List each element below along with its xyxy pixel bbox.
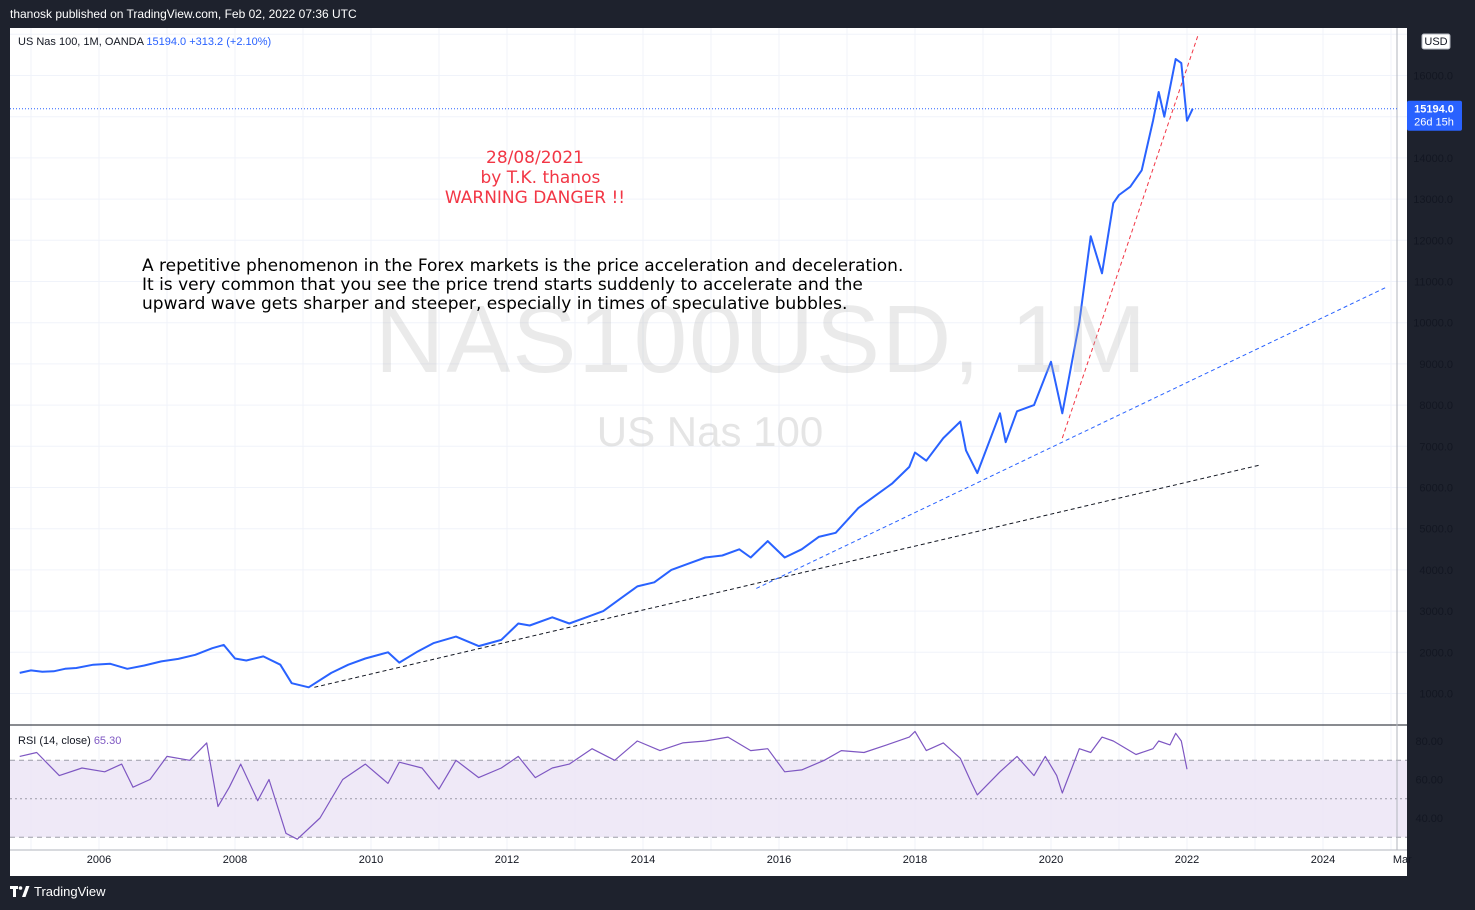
rsi-tick-label: 80.00: [1415, 736, 1443, 748]
rsi-tick-label: 60.00: [1415, 775, 1443, 787]
price-tag: [1407, 100, 1462, 131]
price-series-line: [19, 58, 1194, 689]
time-tick-label: 2018: [903, 854, 927, 866]
warning-line: WARNING DANGER !!: [444, 188, 626, 208]
price-tag-countdown: 26d 15h: [1414, 117, 1454, 129]
watermark-name: US Nas 100: [596, 408, 824, 455]
rsi-value: 65.30: [93, 735, 122, 747]
legend-change: +313.2 (+2.10%): [189, 36, 272, 48]
black-trendline[interactable]: [314, 464, 1261, 688]
red-trendline[interactable]: [1159, 731, 1199, 746]
red-trendline[interactable]: [1061, 34, 1199, 439]
price-tick-label: 2000.0: [1419, 647, 1453, 659]
price-tick-label: 1000.0: [1419, 689, 1453, 701]
annotation-line: upward wave gets sharper and steeper, es…: [142, 294, 848, 314]
price-tick-label: 3000.0: [1419, 606, 1453, 618]
legend-last: 15194.0: [146, 36, 187, 48]
bottom-bar: TradingView: [0, 876, 1475, 910]
warning-annotation[interactable]: 28/08/2021 by T.K. thanos WARNING DANGER…: [400, 148, 670, 208]
rsi-band: [10, 759, 1407, 838]
warning-line: by T.K. thanos: [469, 168, 601, 188]
rsi-legend[interactable]: RSI (14, close) 65.30: [18, 735, 121, 747]
price-tick-label: 14000.0: [1413, 153, 1453, 165]
main-legend[interactable]: US Nas 100, 1M, OANDA 15194.0 +313.2 (+2…: [18, 36, 271, 48]
warning-line: 28/08/2021: [486, 148, 584, 168]
price-tick-label: 5000.0: [1419, 524, 1453, 536]
watermark-ticker: NAS100USD, 1M: [375, 286, 1148, 393]
time-tick-label: 2024: [1311, 854, 1335, 866]
price-tick-label: 12000.0: [1413, 235, 1453, 247]
time-tick-label: 2006: [87, 854, 111, 866]
legend-symbol: US Nas 100, 1M, OANDA: [18, 36, 144, 48]
top-bar: thanosk published on TradingView.com, Fe…: [0, 0, 1475, 28]
price-tick-label: 4000.0: [1419, 565, 1453, 577]
time-tick-label: 2014: [631, 854, 655, 866]
price-tick-label: 9000.0: [1419, 359, 1453, 371]
annotation-line: A repetitive phenomenon in the Forex mar…: [142, 256, 904, 276]
time-tick-label: 2012: [495, 854, 519, 866]
price-tick-label: 16000.0: [1413, 71, 1453, 83]
trendlines[interactable]: [314, 34, 1386, 746]
chart-frame[interactable]: [10, 28, 1407, 876]
blue-trendline[interactable]: [756, 287, 1386, 589]
tradingview-icon: [10, 886, 30, 897]
price-tick-label: 11000.0: [1414, 277, 1453, 289]
time-tick-label: 2022: [1175, 854, 1199, 866]
published-info: thanosk published on TradingView.com, Fe…: [10, 7, 357, 21]
time-tick-label: Mar: [1393, 854, 1412, 866]
price-tick-label: 6000.0: [1419, 483, 1453, 495]
price-tick-label: 13000.0: [1413, 194, 1453, 206]
axis-labels: 1000.0 2000.0 3000.0 4000.0 5000.0 6000.0 7000…: [87, 33, 1462, 866]
time-tick-label: 2020: [1039, 854, 1063, 866]
time-tick-label: 2008: [223, 854, 247, 866]
rsi-label: RSI (14, close): [18, 735, 91, 747]
tradingview-logo[interactable]: TradingView: [10, 876, 106, 908]
time-tick-label: 2010: [359, 854, 383, 866]
annotation-line: It is very common that you see the price…: [142, 275, 863, 295]
price-tick-label: 10000.0: [1413, 318, 1453, 330]
text-annotation[interactable]: A repetitive phenomenon in the Forex mar…: [142, 257, 982, 314]
price-tag-value: 15194.0: [1414, 104, 1454, 116]
time-tick-label: 2016: [767, 854, 791, 866]
brand-name: TradingView: [34, 884, 106, 899]
axes: [10, 28, 1407, 851]
rsi-tick-label: 40.00: [1415, 813, 1443, 825]
price-tick-label: 7000.0: [1419, 441, 1453, 453]
price-tick-label: 8000.0: [1419, 400, 1453, 412]
series: [19, 58, 1194, 840]
rsi-band-fill: [10, 760, 1407, 838]
currency-label: USD: [1424, 36, 1447, 48]
rsi-series-line: [19, 730, 1188, 840]
grid: [10, 28, 1407, 850]
currency-badge[interactable]: [1421, 33, 1451, 50]
